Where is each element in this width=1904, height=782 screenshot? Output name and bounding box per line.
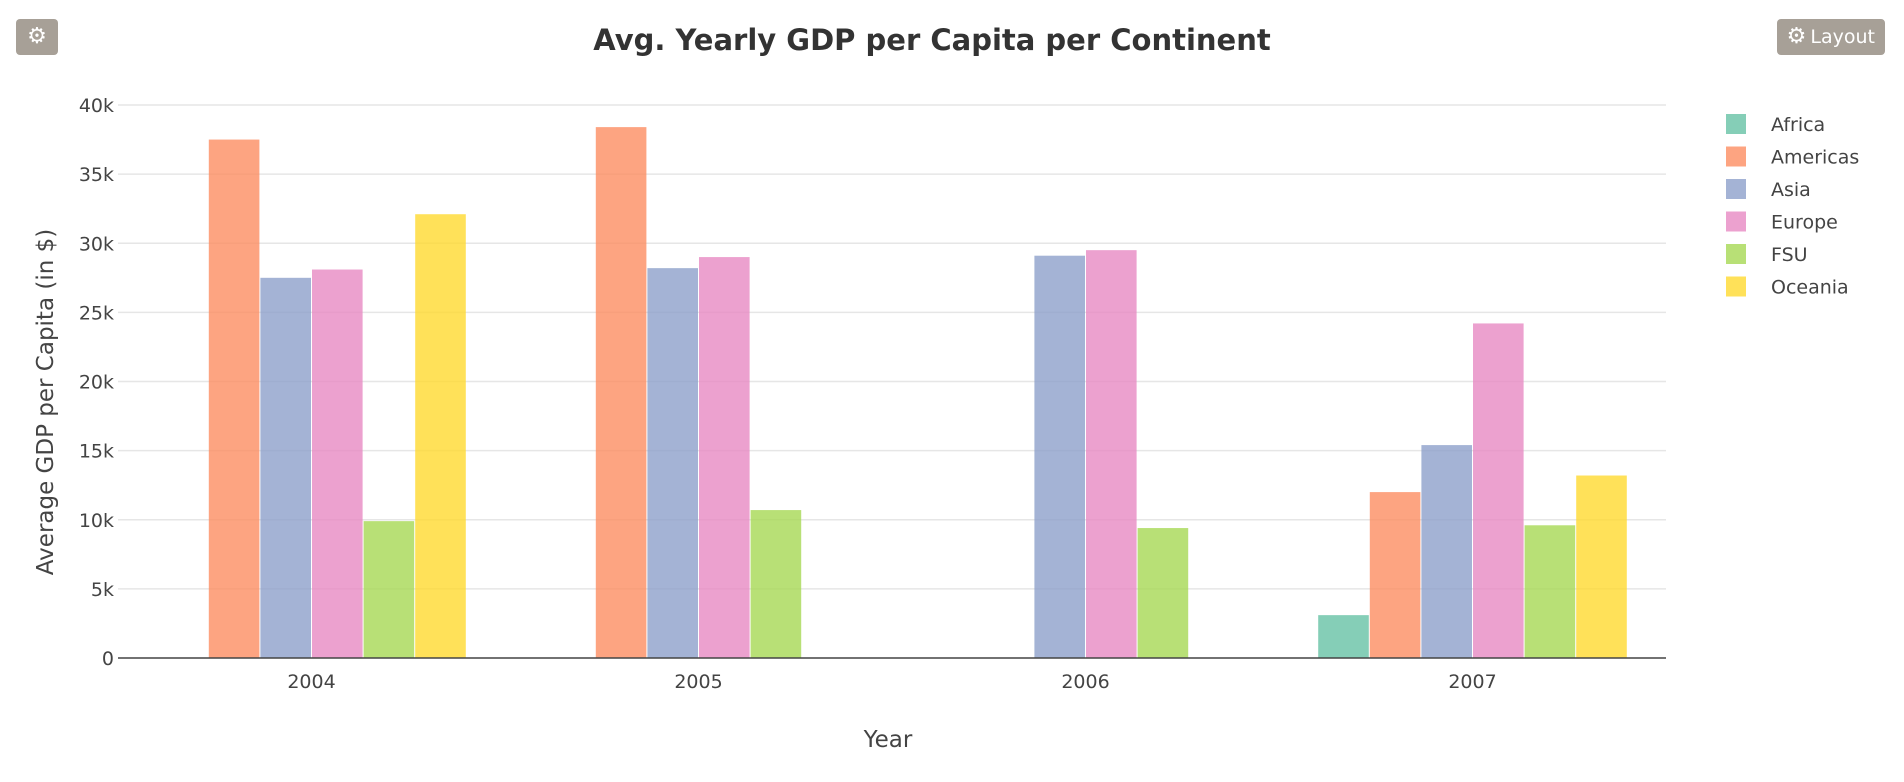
- x-axis-title: Year: [863, 727, 913, 753]
- legend-swatch-americas: [1726, 146, 1746, 167]
- y-tick-label: 20k: [79, 372, 114, 394]
- legend: Africa Americas Asia Europe FSU Oceania: [1726, 114, 1859, 299]
- bar-fsu-2005[interactable]: [750, 510, 802, 658]
- legend-swatch-europe: [1726, 211, 1746, 232]
- y-tick-label: 30k: [79, 233, 114, 255]
- bar-asia-2005[interactable]: [647, 268, 698, 658]
- y-tick-label: 0: [102, 648, 114, 670]
- bars: [208, 127, 1627, 659]
- legend-swatch-africa: [1726, 114, 1746, 134]
- y-axis-ticks: 0 5k 10k 15k 20k 25k 30k 35k 40k: [79, 95, 114, 670]
- legend-label-europe[interactable]: Europe: [1771, 212, 1838, 234]
- legend-label-fsu[interactable]: FSU: [1771, 244, 1808, 266]
- chart-title: Avg. Yearly GDP per Capita per Continent: [593, 23, 1271, 57]
- x-tick-label: 2007: [1448, 671, 1496, 693]
- bar-americas-2005[interactable]: [595, 127, 647, 659]
- gear-icon: ⚙: [27, 24, 47, 49]
- bar-fsu-2007[interactable]: [1524, 525, 1576, 658]
- x-tick-label: 2004: [287, 671, 335, 693]
- y-tick-label: 15k: [79, 441, 114, 463]
- bar-oceania-2007[interactable]: [1576, 475, 1627, 658]
- bar-europe-2005[interactable]: [699, 257, 750, 658]
- layout-button[interactable]: ⚙ Layout: [1776, 19, 1885, 55]
- bar-americas-2004[interactable]: [208, 139, 260, 658]
- x-axis-ticks: 2004 2005 2006 2007: [287, 671, 1496, 693]
- y-tick-label: 5k: [91, 579, 114, 601]
- legend-label-americas[interactable]: Americas: [1771, 147, 1859, 169]
- bar-fsu-2004[interactable]: [363, 521, 415, 658]
- bar-africa-2007[interactable]: [1318, 615, 1369, 658]
- bar-europe-2007[interactable]: [1473, 323, 1524, 658]
- gear-icon: ⚙: [1786, 24, 1807, 49]
- legend-label-asia[interactable]: Asia: [1771, 179, 1811, 201]
- x-tick-label: 2005: [674, 671, 722, 693]
- legend-swatch-fsu: [1726, 244, 1746, 264]
- bar-europe-2006[interactable]: [1086, 250, 1137, 658]
- layout-button-label: Layout: [1810, 26, 1875, 48]
- legend-label-africa[interactable]: Africa: [1771, 114, 1825, 136]
- bar-europe-2004[interactable]: [312, 269, 363, 658]
- y-tick-label: 40k: [79, 95, 114, 117]
- y-axis-title: Average GDP per Capita (in $): [33, 229, 59, 575]
- x-tick-label: 2006: [1061, 671, 1109, 693]
- y-tick-label: 25k: [79, 302, 114, 324]
- bar-oceania-2004[interactable]: [415, 214, 466, 658]
- legend-swatch-asia: [1726, 179, 1746, 199]
- bar-fsu-2006[interactable]: [1137, 528, 1189, 658]
- y-tick-label: 35k: [79, 164, 114, 186]
- bar-asia-2006[interactable]: [1034, 255, 1085, 658]
- legend-swatch-oceania: [1726, 276, 1746, 297]
- bar-asia-2007[interactable]: [1421, 445, 1472, 658]
- bar-asia-2004[interactable]: [260, 277, 311, 658]
- settings-button[interactable]: ⚙: [16, 19, 58, 55]
- y-tick-label: 10k: [79, 510, 114, 532]
- legend-label-oceania[interactable]: Oceania: [1771, 277, 1849, 299]
- bar-americas-2007[interactable]: [1369, 492, 1421, 658]
